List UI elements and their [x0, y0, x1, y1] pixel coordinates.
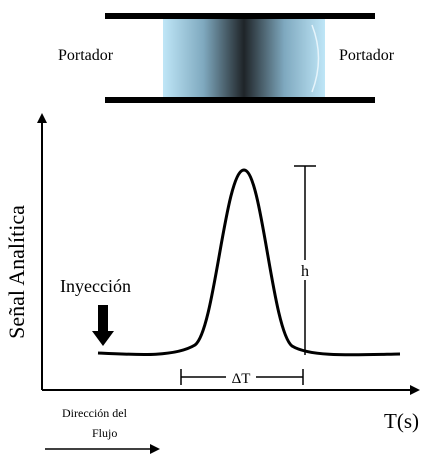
height-label: h	[301, 263, 309, 280]
signal-peak	[97, 168, 401, 357]
flow-label: Flujo	[92, 426, 117, 440]
plug-edge	[311, 24, 320, 93]
flow-label: Dirección del	[62, 406, 128, 420]
y-axis-label: Señal Analítica	[4, 205, 29, 339]
width-label: ΔT	[232, 371, 251, 387]
injection-label: Inyección	[60, 276, 131, 296]
carrier-label: Portador	[339, 47, 395, 64]
tube: Portador Portador	[58, 13, 395, 103]
sample-plug	[163, 18, 325, 98]
x-axis-label: T(s)	[384, 409, 419, 433]
injection-arrow	[92, 305, 114, 346]
carrier-label: Portador	[58, 47, 114, 64]
label-bg	[226, 368, 256, 386]
axes	[37, 113, 420, 395]
label-bg	[297, 260, 313, 280]
